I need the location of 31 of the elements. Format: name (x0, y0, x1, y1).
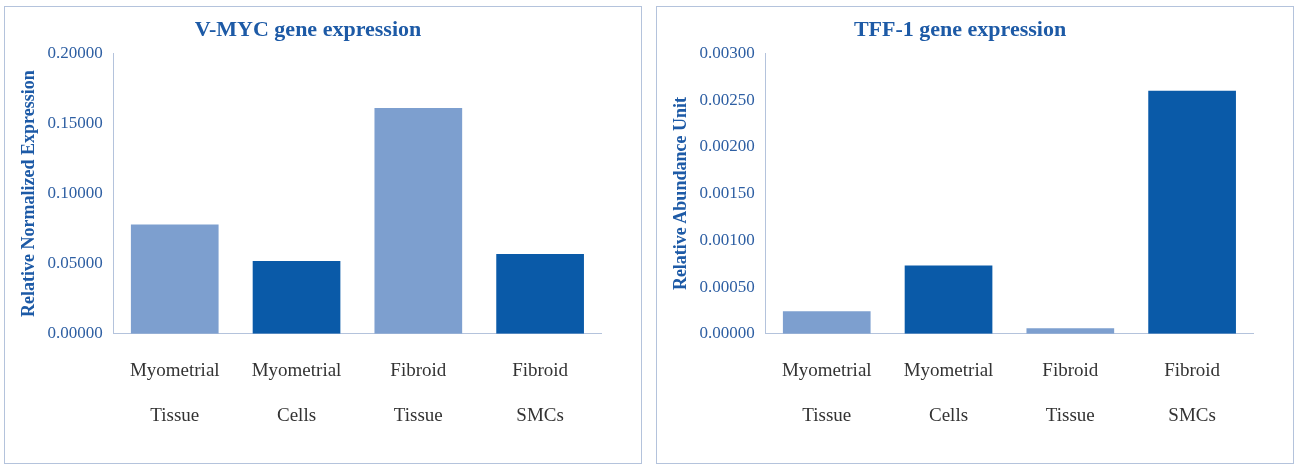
y-tick-label: 0.00050 (699, 276, 755, 296)
chart-title: TFF-1 gene expression (853, 15, 1067, 41)
y-axis-title: Relative Abundance Unit (670, 97, 691, 291)
y-tick-label: 0.15000 (47, 112, 103, 132)
bar (374, 108, 463, 334)
y-tick-label: 0.20000 (47, 42, 103, 62)
y-tick-label: 0.00300 (699, 42, 755, 62)
y-tick-label: 0.00250 (699, 89, 755, 109)
y-tick-label: 0.00000 (47, 323, 103, 343)
bar (904, 265, 993, 334)
y-tick-label: 0.00200 (699, 136, 755, 156)
y-axis-title: Relative Normalized Expression (18, 70, 39, 317)
category-label: Myometrial Tissue (781, 358, 872, 426)
y-tick-label: 0.00150 (699, 183, 755, 203)
category-label: Fibroid Tissue (1042, 358, 1099, 426)
bar (782, 311, 871, 334)
category-label: Myometrial Cells (903, 358, 994, 426)
bar (252, 260, 341, 334)
bar (496, 253, 584, 334)
y-tick-label: 0.05000 (47, 253, 103, 273)
y-tick-label: 0.00100 (699, 229, 755, 249)
category-label: Fibroid SMCs (1164, 358, 1221, 426)
category-label: Fibroid SMCs (512, 358, 569, 426)
y-tick-label: 0.10000 (47, 183, 103, 203)
bar (130, 224, 219, 334)
bar (1148, 90, 1236, 334)
chart-title: V-MYC gene expression (194, 15, 422, 41)
y-tick-label: 0.00000 (699, 323, 755, 343)
category-label: Myometrial Cells (251, 358, 342, 426)
category-label: Fibroid Tissue (390, 358, 447, 426)
category-label: Myometrial Tissue (129, 358, 220, 426)
